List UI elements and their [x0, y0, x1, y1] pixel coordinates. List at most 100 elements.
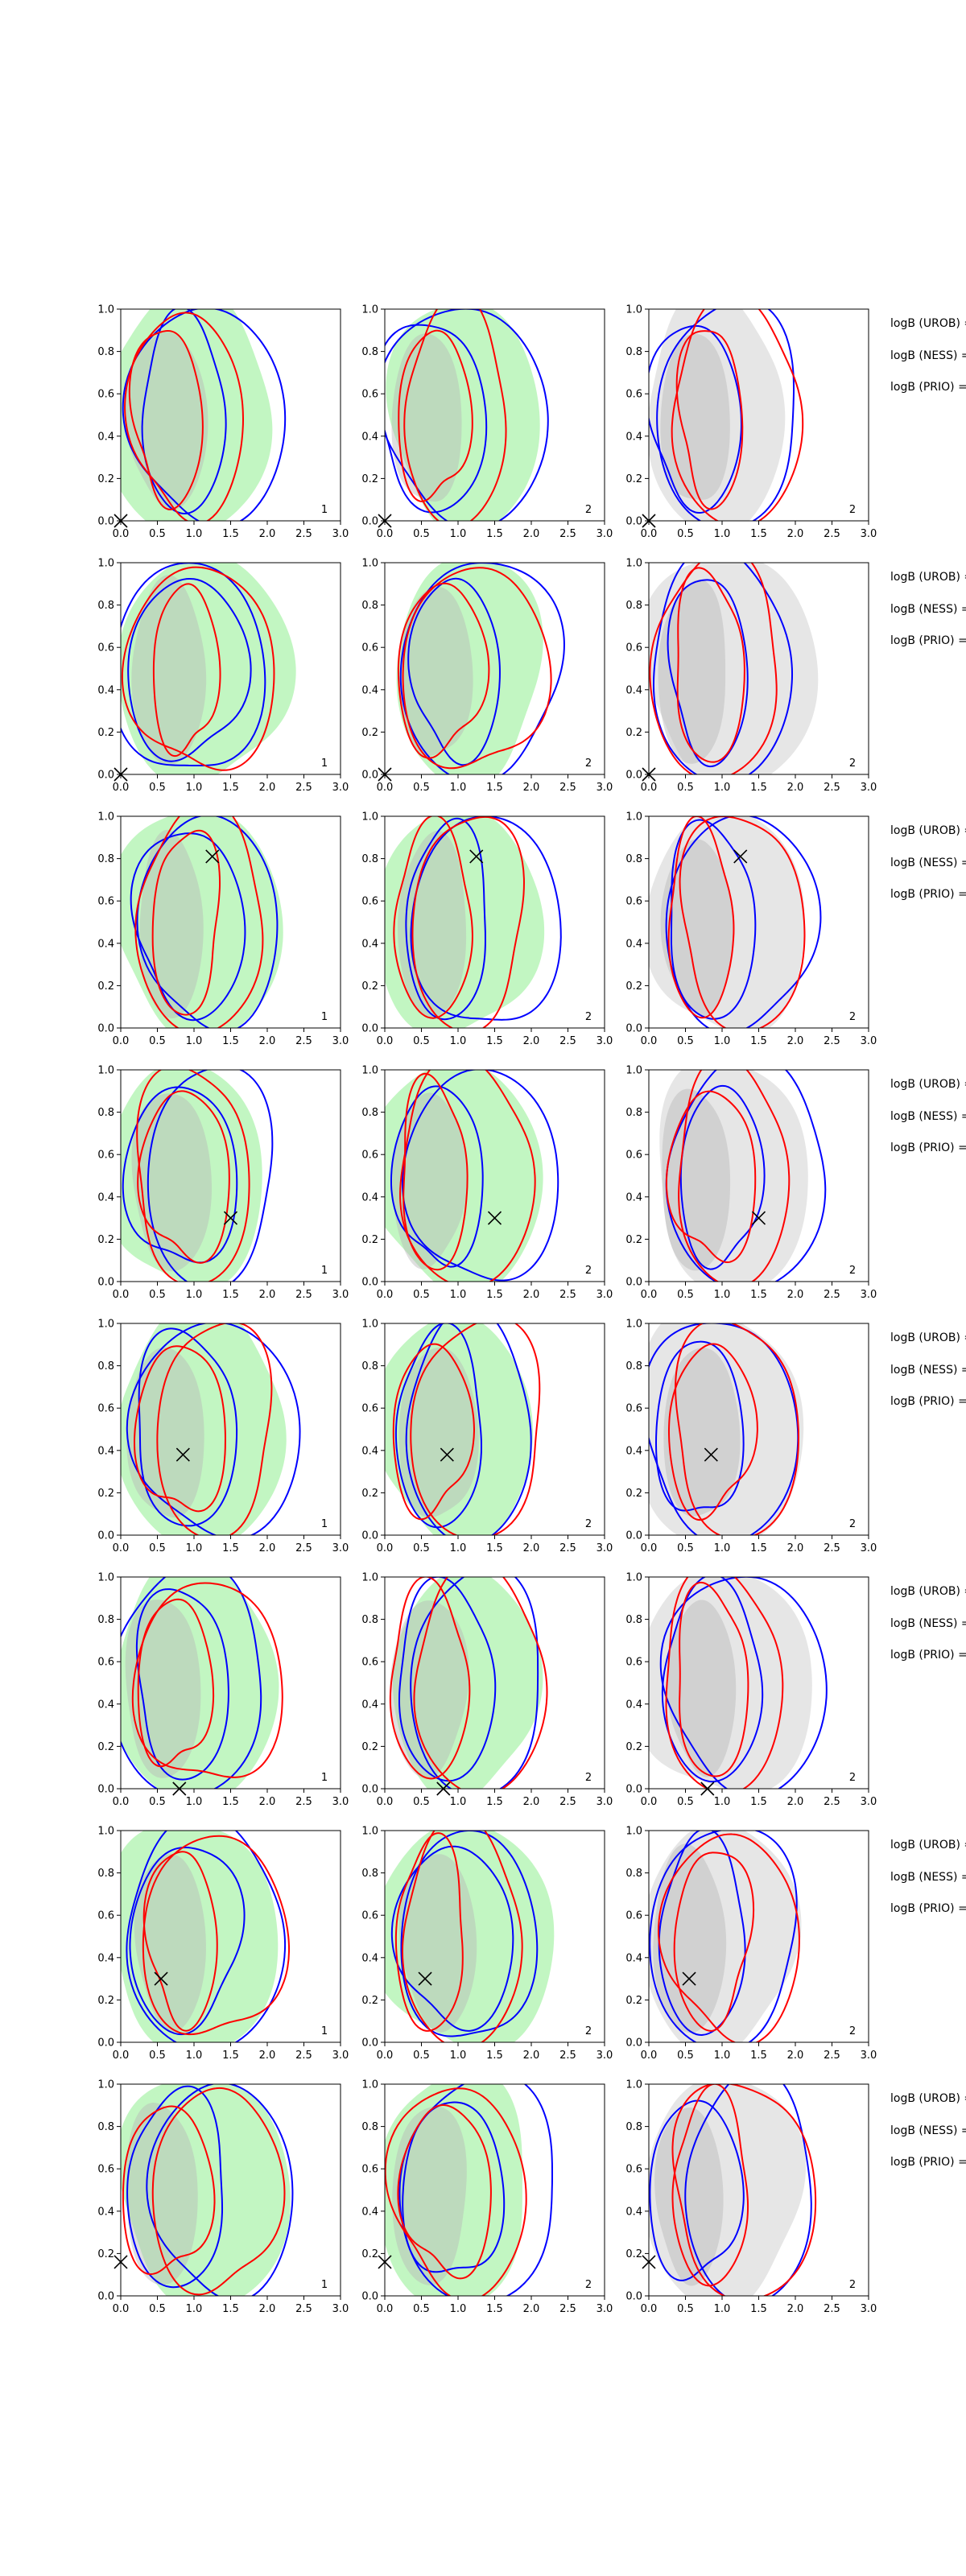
blue-contour-1 — [649, 324, 742, 514]
x-tick-label: 0.0 — [377, 1289, 394, 1301]
y-tick-label: 0.8 — [361, 1360, 378, 1373]
x-tick-label: 1.5 — [486, 1035, 503, 1047]
shaded-region-outer — [649, 309, 786, 521]
y-tick-label: 0.0 — [625, 2037, 642, 2050]
y-tick-label: 0.6 — [625, 1657, 642, 1669]
y-tick-label: 0.4 — [361, 1191, 378, 1203]
y-tick-label: 0.2 — [97, 473, 114, 485]
panel-plot-area — [385, 309, 549, 521]
y-tick-label: 0.6 — [361, 642, 378, 654]
x-tick-label: 3.0 — [332, 1035, 349, 1047]
y-tick-label: 0.8 — [97, 600, 114, 612]
blue-contour-1 — [670, 819, 757, 1020]
legend-text-row-2: logB (UROB) = logB (NESS) = logB (PRIO) = — [890, 571, 966, 647]
x-tick-label: 0.5 — [677, 782, 694, 794]
x-axis: 0.0 0.5 1.0 1.5 2.0 2.5 3.0 — [377, 1535, 613, 1554]
x-tick-label: 2.0 — [523, 1289, 540, 1301]
legend-label: logB (UROB) = — [890, 1839, 966, 1852]
x-tick-label: 0.0 — [113, 1542, 130, 1554]
blue-contour-1 — [129, 1846, 246, 2036]
y-tick-label: 0.4 — [97, 1445, 114, 1457]
legend-label: logB (PRIO) = — [890, 1902, 966, 1915]
x-tick-label: 0.5 — [149, 1542, 166, 1554]
panel-corner-label: 2 — [585, 2025, 592, 2037]
x-tick-label: 1.5 — [750, 528, 767, 540]
x-tick-label: 2.5 — [559, 1796, 576, 1808]
red-contour-1 — [389, 1577, 471, 1780]
y-tick-label: 0.6 — [361, 1403, 378, 1415]
x-tick-label: 1.0 — [714, 2050, 731, 2062]
legend-label: logB (PRIO) = — [890, 1395, 966, 1408]
x-tick-label: 2.0 — [523, 2303, 540, 2315]
legend-label: logB (PRIO) = — [890, 2156, 966, 2169]
legend-label: logB (UROB) = — [890, 317, 966, 330]
x-tick-label: 1.0 — [714, 1289, 731, 1301]
y-tick-label: 1.0 — [97, 1572, 114, 1584]
shaded-region-inner — [399, 587, 473, 757]
y-tick-label: 0.6 — [361, 389, 378, 401]
panel-plot-area — [649, 309, 804, 521]
panel-plot-area — [385, 816, 562, 1028]
red-contour-2 — [678, 1070, 791, 1282]
y-tick-label: 0.8 — [625, 2121, 642, 2133]
y-tick-label: 0.8 — [97, 2121, 114, 2133]
true-value-marker — [154, 1971, 168, 1986]
blue-contour-1 — [394, 1323, 482, 1529]
y-tick-label: 0.8 — [97, 346, 114, 358]
blue-contour-2 — [121, 1577, 262, 1789]
blue-contour-1 — [407, 577, 501, 766]
panel-plot-area — [649, 1577, 828, 1789]
panel-corner-label: 1 — [321, 758, 328, 770]
y-tick-label: 0.6 — [97, 1150, 114, 1162]
y-tick-label: 0.0 — [625, 770, 642, 782]
y-tick-label: 0.2 — [361, 980, 378, 993]
x-tick-label: 1.5 — [222, 2050, 239, 2062]
red-contour-1 — [667, 1343, 758, 1521]
y-tick-label: 1.0 — [97, 558, 114, 570]
blue-contour-2 — [147, 1070, 274, 1282]
x-tick-label: 2.5 — [295, 782, 312, 794]
y-tick-label: 0.6 — [625, 389, 642, 401]
y-tick-label: 0.8 — [361, 346, 378, 358]
y-tick-label: 1.0 — [361, 558, 378, 570]
red-contour-2 — [403, 309, 507, 521]
y-tick-label: 1.0 — [625, 1572, 642, 1584]
x-tick-label: 2.0 — [787, 2050, 804, 2062]
x-axis: 0.0 0.5 1.0 1.5 2.0 2.5 3.0 — [113, 1789, 349, 1808]
y-tick-label: 0.2 — [361, 727, 378, 739]
x-tick-label: 0.0 — [113, 2303, 130, 2315]
y-tick-label: 1.0 — [97, 304, 114, 316]
red-contour-2 — [121, 566, 275, 771]
x-tick-label: 3.0 — [332, 528, 349, 540]
y-tick-label: 0.4 — [361, 1952, 378, 1964]
x-tick-label: 2.5 — [824, 1035, 840, 1047]
y-tick-label: 0.0 — [97, 516, 114, 528]
x-tick-label: 2.0 — [787, 1542, 804, 1554]
y-tick-label: 0.8 — [625, 346, 642, 358]
x-axis: 0.0 0.5 1.0 1.5 2.0 2.5 3.0 — [641, 521, 877, 540]
x-tick-label: 0.0 — [113, 1035, 130, 1047]
y-tick-label: 0.6 — [361, 1657, 378, 1669]
y-tick-label: 0.8 — [361, 1107, 378, 1119]
x-axis: 0.0 0.5 1.0 1.5 2.0 2.5 3.0 — [113, 2042, 349, 2062]
y-tick-label: 0.8 — [625, 1868, 642, 1880]
red-contour-1 — [392, 1343, 476, 1521]
y-tick-label: 0.4 — [97, 938, 114, 950]
x-tick-label: 1.0 — [186, 1289, 203, 1301]
panel-r6-c3: 0.0 0.5 1.0 1.5 2.0 2.5 3.0 0.0 0.2 0.4 0.6 0.8 1.0 2 — [625, 1572, 877, 1809]
red-contour-2 — [679, 816, 806, 1028]
panel-plot-area — [121, 309, 287, 521]
y-tick-label: 0.8 — [625, 1614, 642, 1626]
red-contour-1 — [151, 829, 221, 1016]
y-tick-label: 0.2 — [361, 2248, 378, 2260]
blue-contour-2 — [665, 816, 822, 1028]
y-tick-label: 0.2 — [97, 1488, 114, 1500]
panel-plot-area — [385, 1831, 555, 2042]
x-tick-label: 3.0 — [861, 1542, 877, 1554]
x-axis: 0.0 0.5 1.0 1.5 2.0 2.5 3.0 — [377, 1789, 613, 1808]
y-tick-label: 0.0 — [625, 516, 642, 528]
red-contour-1 — [394, 1832, 464, 2032]
x-tick-label: 3.0 — [332, 782, 349, 794]
shaded-region-inner — [398, 1854, 477, 2033]
y-axis: 0.0 0.2 0.4 0.6 0.8 1.0 — [97, 1572, 121, 1796]
